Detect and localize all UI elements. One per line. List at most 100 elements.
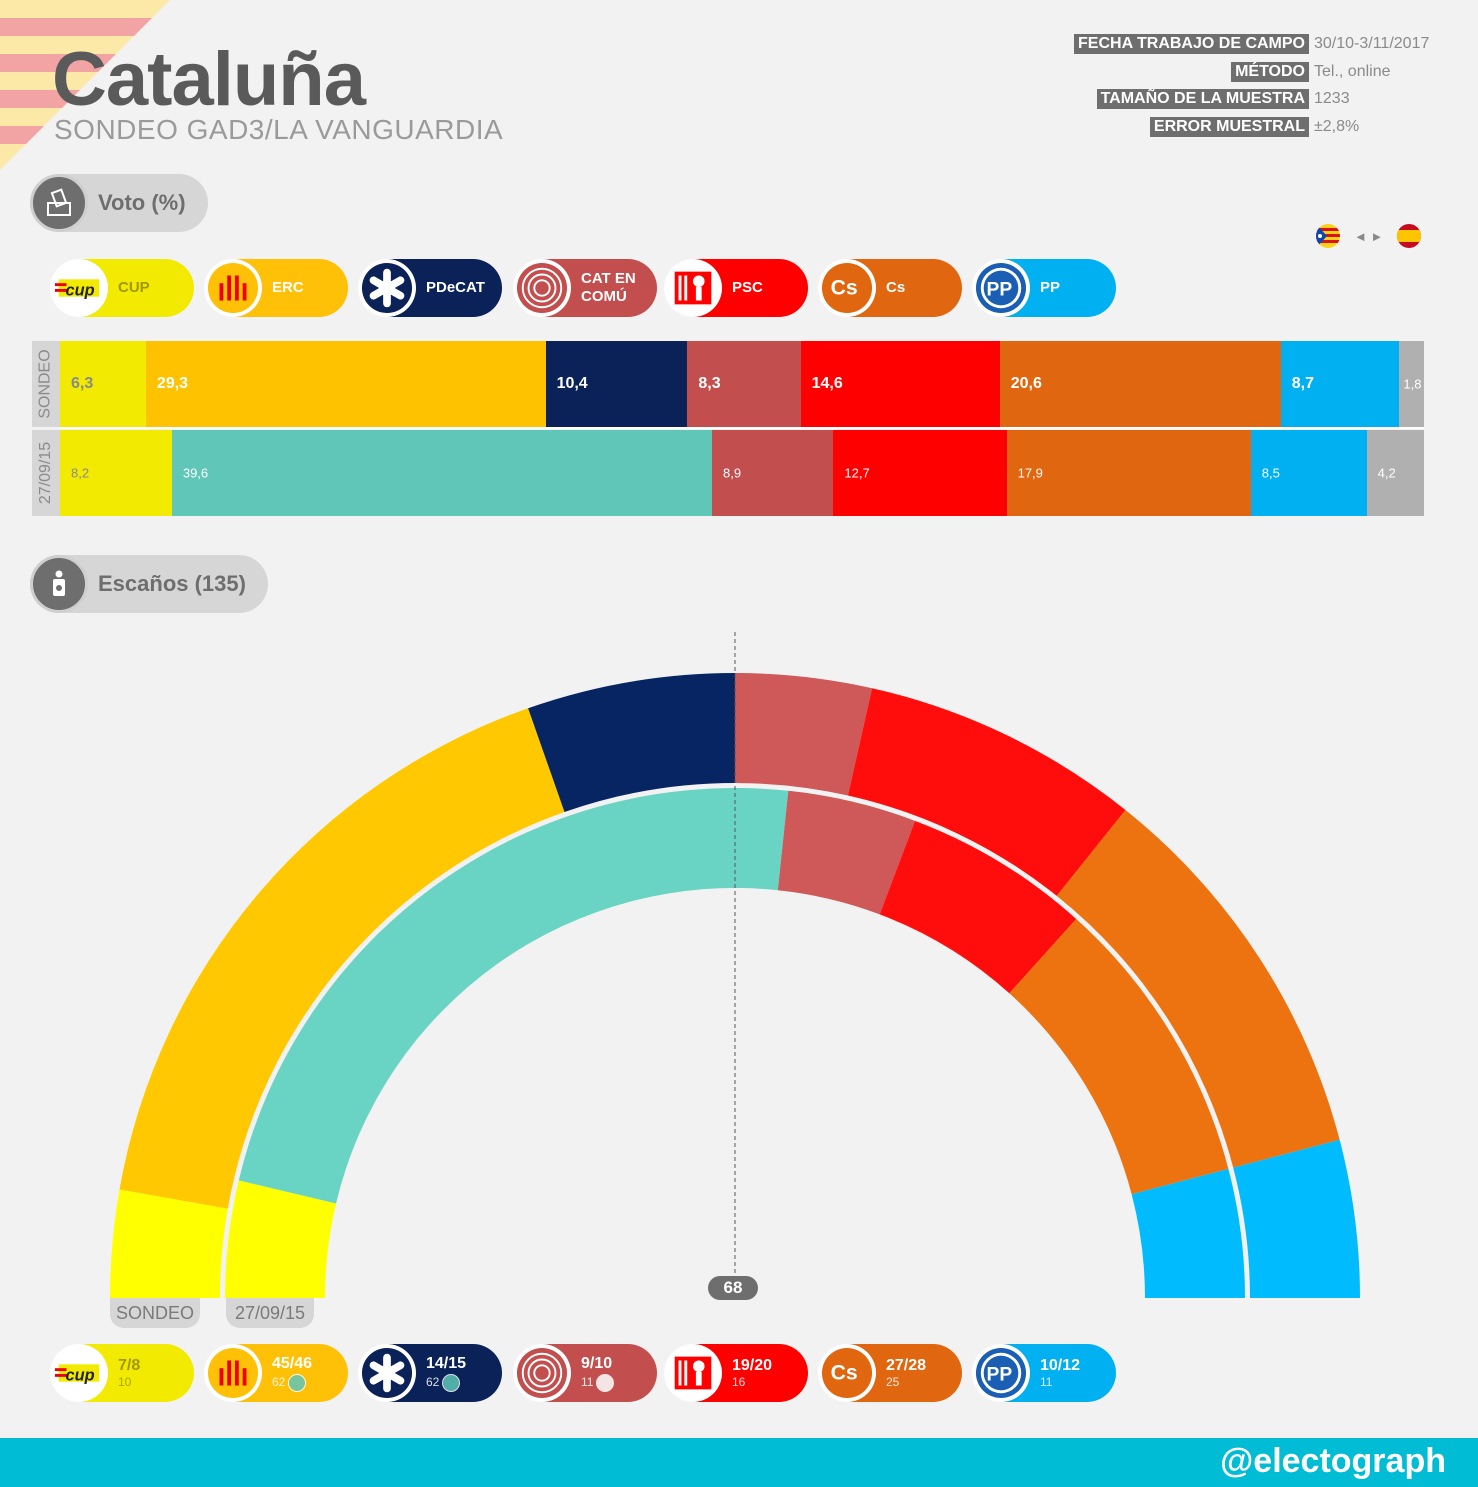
bar-value-label: 8,5 — [1261, 465, 1280, 481]
seat-previous: 11 — [1040, 1375, 1080, 1389]
seat-legend-text: 27/28 25 — [886, 1356, 926, 1390]
bar-value-label: 29,3 — [156, 375, 189, 392]
legend-label: PDeCAT — [426, 279, 485, 296]
svg-text:Cs: Cs — [831, 277, 858, 300]
footer-bar: @electograph — [0, 1438, 1478, 1487]
seat-legend-item: 45/46 62 — [204, 1344, 348, 1402]
catencomu-logo-icon — [513, 259, 571, 317]
flag-toggle[interactable]: ◄ ► — [1316, 224, 1422, 248]
bar-value-label: 8,7 — [1291, 375, 1314, 392]
arc-label-2015: 27/09/15 — [226, 1298, 314, 1328]
page-subtitle: SONDEO GAD3/LA VANGUARDIA — [54, 114, 504, 145]
section-vote: Voto (%) — [30, 174, 208, 232]
arc-label-text: 27/09/15 — [234, 1302, 306, 1323]
seat-arc-jxs- — [238, 788, 789, 1204]
seat-arc-psc — [847, 688, 1126, 896]
seat-arc-erc — [119, 708, 565, 1209]
pp-logo-icon: PP — [972, 1344, 1030, 1402]
legend-label: PP — [1040, 279, 1061, 296]
seat-projection: 19/20 — [732, 1357, 773, 1375]
legend-label: CUP — [118, 279, 150, 296]
bar-value-label: 20,6 — [1010, 375, 1042, 392]
bar-value-label: 8,3 — [698, 375, 721, 392]
row-label-2015: 27/09/15 — [32, 430, 60, 516]
spain-flag-icon — [1397, 224, 1422, 248]
seat-previous: 16 — [732, 1375, 772, 1389]
legend-label: CAT EN COMÚ — [581, 270, 636, 306]
bar-row-2015: 8,2 39,6 8,9 12,7 17,9 8,5 4,2 — [60, 430, 1424, 516]
arc-label-sondeo: SONDEO — [110, 1298, 200, 1328]
bar-segment-pp: 8,7 — [1280, 341, 1400, 427]
ballot-box-icon — [30, 174, 88, 232]
meta-key: FECHA TRABAJO DE CAMPO — [1074, 34, 1309, 54]
svg-text:cup: cup — [66, 282, 95, 300]
seat-projection: 9/10 — [581, 1355, 613, 1373]
seat-person-icon — [30, 555, 88, 613]
corner-flag-decoration — [0, 0, 170, 170]
meta-value: 1233 — [1314, 90, 1350, 107]
seat-arc-pp — [1131, 1168, 1245, 1298]
csqep-icon — [596, 1373, 615, 1392]
svg-text:PP: PP — [987, 1365, 1013, 1386]
bar-value-label: 14,6 — [811, 375, 843, 392]
seat-arc-cup — [110, 1189, 228, 1298]
parliament-chart — [110, 632, 1360, 1298]
legend-label-line: COMÚ — [581, 288, 627, 305]
bar-segment-cup: 8,2 — [60, 430, 172, 516]
bar-segment-csqep: 8,9 — [711, 430, 834, 516]
pdecat-logo-icon — [358, 259, 416, 317]
bar-segment-pdecat: 10,4 — [545, 341, 688, 427]
bar-segment-pp: 8,5 — [1250, 430, 1367, 516]
erc-logo-icon — [204, 1344, 262, 1402]
meta-value: Tel., online — [1314, 63, 1391, 80]
seat-projection: 14/15 — [426, 1355, 467, 1373]
erc-logo-icon — [204, 259, 262, 317]
seat-legend-text: 19/20 16 — [732, 1356, 772, 1390]
bar-segment-cat-en-com-: 8,3 — [687, 341, 801, 427]
section-vote-label: Voto (%) — [98, 190, 186, 215]
legend-item-psc: PSC — [664, 259, 808, 317]
seat-arc-psc — [879, 820, 1077, 994]
seat-legend-item: 9/10 11 — [513, 1344, 657, 1402]
seat-previous: 11 — [581, 1373, 615, 1392]
svg-text:PP: PP — [987, 280, 1013, 301]
seat-legend-text: 10/12 11 — [1040, 1356, 1080, 1390]
row-label-text: 27/09/15 — [37, 441, 54, 505]
flag-arrows[interactable]: ◄ ► — [1354, 228, 1384, 244]
legend-label: Cs — [886, 279, 906, 296]
pp-logo-icon: PP — [972, 259, 1030, 317]
seat-previous: 10 — [118, 1375, 140, 1389]
seat-arc-pdecat — [528, 673, 735, 813]
seat-legend-text: 14/15 62 — [426, 1354, 467, 1392]
bar-segment-otros: 4,2 — [1366, 430, 1424, 516]
legend-item-cs: Cs Cs — [818, 259, 962, 317]
legend-label: PSC — [732, 279, 763, 296]
jxsi-icon — [288, 1373, 307, 1392]
bar-segment-jxs-: 39,6 — [171, 430, 712, 516]
meta-key: ERROR MUESTRAL — [1149, 117, 1309, 137]
bar-segment-otros: 1,8 — [1399, 341, 1424, 427]
psc-logo-icon — [664, 1344, 722, 1402]
legend-item-catencomu: CAT EN COMÚ — [513, 259, 657, 317]
jxsi-icon — [442, 1373, 461, 1392]
bar-value-label: 8,9 — [722, 465, 742, 481]
legend-label-line: CAT EN — [581, 270, 636, 287]
majority-badge: 68 — [708, 1276, 758, 1300]
meta-key: MÉTODO — [1231, 62, 1309, 82]
seat-projection: 27/28 — [886, 1357, 927, 1375]
meta-key: TAMAÑO DE LA MUESTRA — [1096, 89, 1309, 109]
seat-arc-csqep — [777, 790, 915, 915]
seat-projection: 45/46 — [272, 1355, 313, 1373]
catencomu-logo-icon — [513, 1344, 571, 1402]
seat-legend-text: 45/46 62 — [272, 1354, 313, 1392]
seat-previous-value: 16 — [732, 1375, 746, 1390]
seat-arc-pp — [1233, 1139, 1360, 1298]
seat-legend-item: cup 7/8 10 — [50, 1344, 194, 1402]
footer-handle[interactable]: @electograph — [1220, 1442, 1446, 1480]
bar-segment-erc: 29,3 — [145, 341, 546, 427]
legend-item-pp: PP PP — [972, 259, 1116, 317]
catalan-flag-icon — [1316, 224, 1340, 248]
cs-logo-icon: Cs — [818, 259, 876, 317]
bar-segment-cs: 17,9 — [1006, 430, 1251, 516]
seat-legend-text: 9/10 11 — [581, 1354, 615, 1392]
